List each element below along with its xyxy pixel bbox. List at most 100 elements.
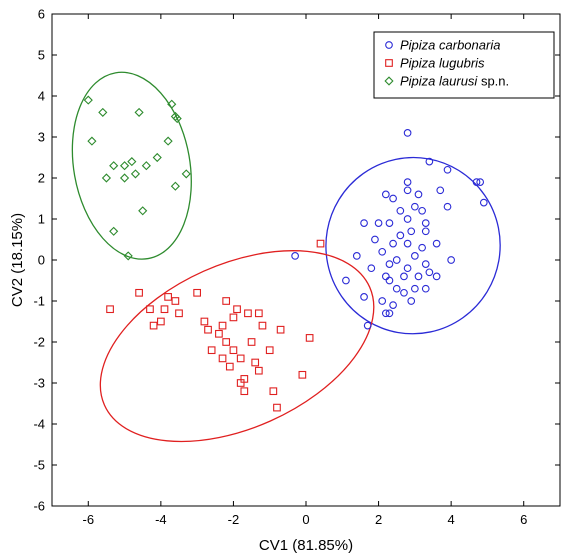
data-point — [215, 329, 223, 338]
data-point — [119, 173, 130, 183]
data-point — [403, 129, 412, 137]
x-tick-label: -6 — [83, 512, 95, 527]
data-point — [389, 194, 397, 203]
data-point — [207, 346, 216, 355]
data-point — [106, 305, 114, 314]
data-point — [479, 198, 488, 207]
data-point — [411, 252, 419, 260]
confidence-ellipse — [99, 250, 375, 443]
data-point — [381, 309, 390, 318]
y-tick-label: -6 — [33, 499, 45, 514]
data-point — [381, 190, 390, 199]
data-point — [411, 202, 419, 211]
data-point — [134, 107, 144, 117]
data-point — [385, 276, 394, 285]
data-point — [411, 284, 419, 293]
data-point — [425, 268, 434, 277]
data-point — [371, 235, 379, 244]
data-point — [163, 136, 173, 146]
data-point — [360, 219, 368, 227]
data-point — [385, 260, 394, 268]
x-tick-label: -2 — [228, 512, 240, 527]
data-point — [171, 297, 180, 305]
data-point — [418, 243, 426, 252]
data-point — [352, 252, 361, 260]
confidence-ellipse — [325, 156, 501, 335]
data-point — [378, 247, 387, 256]
data-point — [127, 157, 137, 167]
data-point — [225, 362, 234, 371]
data-point — [83, 95, 93, 105]
data-point — [193, 288, 201, 297]
data-point — [421, 219, 430, 227]
data-point — [200, 317, 209, 326]
y-axis-title: CV2 (18.15%) — [9, 213, 26, 307]
x-axis-title: CV1 (81.85%) — [259, 537, 353, 554]
data-point — [443, 202, 452, 211]
data-point — [403, 178, 412, 186]
data-point — [396, 231, 405, 240]
legend-marker — [385, 41, 393, 49]
data-point — [175, 309, 183, 318]
data-point — [447, 256, 455, 264]
y-tick-label: 5 — [38, 48, 45, 63]
data-point — [269, 387, 278, 396]
data-point — [472, 178, 481, 186]
data-point — [240, 375, 249, 383]
legend-marker — [385, 59, 393, 67]
data-point — [385, 309, 394, 318]
legend-label: Pipiza laurusi sp.n. — [400, 74, 509, 89]
data-point — [476, 178, 485, 186]
data-point — [291, 252, 299, 260]
legend-label: Pipiza carbonaria — [400, 38, 500, 53]
data-point — [400, 288, 408, 297]
confidence-ellipse — [71, 71, 192, 260]
data-point — [363, 321, 372, 330]
data-points — [83, 95, 488, 412]
data-point — [273, 403, 281, 412]
data-point — [218, 321, 227, 330]
data-point — [222, 338, 231, 346]
x-axis: -6 -4 -2 0 2 4 6 — [83, 14, 527, 527]
data-point — [407, 227, 416, 236]
x-tick-label: 6 — [520, 512, 527, 527]
y-tick-label: 1 — [38, 212, 45, 227]
data-point — [135, 288, 143, 297]
y-tick-label: 2 — [38, 171, 45, 186]
data-point — [109, 161, 119, 171]
data-point — [374, 219, 383, 227]
data-point — [407, 297, 416, 305]
data-point — [101, 173, 112, 183]
data-point — [229, 346, 238, 355]
data-point — [138, 206, 148, 216]
data-point — [109, 226, 119, 236]
data-point — [254, 309, 263, 318]
y-tick-label: 4 — [38, 89, 45, 104]
data-point — [167, 99, 177, 109]
data-point — [98, 107, 108, 117]
y-tick-label: 0 — [38, 253, 45, 268]
data-point — [160, 305, 169, 314]
data-point — [157, 317, 165, 326]
data-point — [316, 239, 325, 248]
data-point — [141, 161, 151, 171]
data-point — [149, 321, 158, 330]
y-tick-label: 3 — [38, 130, 45, 145]
y-tick-label: -5 — [33, 458, 45, 473]
data-point — [258, 321, 267, 330]
data-point — [276, 325, 285, 334]
data-point — [342, 276, 350, 285]
data-point — [222, 297, 231, 305]
legend-marker — [384, 76, 394, 86]
data-point — [414, 190, 423, 199]
data-point — [265, 346, 274, 355]
y-tick-label: -1 — [33, 294, 45, 309]
y-axis: -6 -5 -4 -3 -2 -1 0 1 2 3 4 5 6 — [33, 7, 560, 514]
data-point — [247, 338, 256, 346]
data-point — [87, 136, 97, 146]
data-point — [172, 113, 182, 124]
x-tick-label: 4 — [448, 512, 455, 527]
data-point — [218, 354, 227, 363]
data-point — [392, 256, 401, 264]
